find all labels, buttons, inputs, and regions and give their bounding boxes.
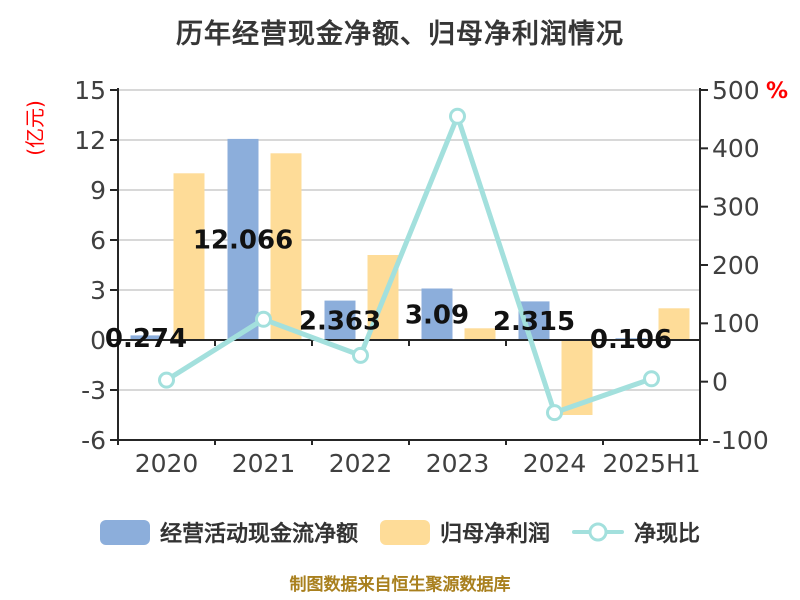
legend-line-marker-icon: [572, 519, 624, 545]
chart-canvas: 15 12 9 6 3 0 -3 -6 500 400 300 200 100 0 -100 2020 2021…: [23, 76, 788, 478]
left-tick-label: 9: [90, 176, 106, 205]
bar-cash-2020: [130, 335, 162, 340]
gridlines-group: [118, 89, 700, 441]
bar-value-label-2023: 3.09: [405, 300, 469, 330]
legend-line-dot: [588, 522, 608, 542]
footer-credit: 制图数据来自恒生聚源数据库: [289, 575, 511, 595]
legend-swatch-cash-icon: [99, 519, 150, 545]
legend-swatch-profit-icon: [379, 519, 430, 545]
ratio-point-2021: [255, 310, 272, 328]
right-tick-label: -100: [712, 426, 769, 455]
right-tick-label: 300: [712, 192, 760, 221]
left-tick-label: 6: [90, 226, 106, 255]
bar-profit-2023: [464, 328, 496, 340]
ratio-point-2023: [449, 107, 466, 125]
right-tick-label: 200: [712, 251, 760, 280]
bar-cash-2021: [227, 138, 259, 340]
right-tick-label: 400: [712, 134, 760, 163]
right-tick-label: 0: [712, 367, 728, 396]
x-category-label: 2021: [232, 449, 296, 478]
bars-group: [130, 138, 690, 415]
bar-profit-2025H1: [658, 308, 690, 340]
left-tick-label: 3: [90, 276, 106, 305]
right-axis-unit-label: %: [766, 79, 788, 104]
legend-item-profit: 归母净利润: [379, 516, 550, 548]
zero-axis-group: [117, 339, 701, 346]
ratio-point-2022: [352, 346, 369, 364]
bar-value-label-2024: 2.315: [493, 307, 575, 337]
left-tick-label: -3: [81, 376, 106, 405]
bar-cash-2023: [421, 288, 453, 340]
x-category-label: 2024: [523, 449, 587, 478]
left-tick-label: -6: [81, 426, 106, 455]
bar-cash-2022: [324, 300, 356, 340]
data-labels-group: 0.274 12.066 2.363 3.09 2.315 0.106: [105, 226, 672, 356]
axes-group: 15 12 9 6 3 0 -3 -6 500 400 300 200 100 0 -100 2020 2021…: [74, 76, 769, 478]
left-axis-unit-label: (亿元): [23, 100, 47, 156]
bar-profit-2021: [270, 153, 302, 340]
x-category-label: 2025H1: [602, 449, 700, 478]
x-category-label: 2023: [426, 449, 490, 478]
bar-value-label-2021: 12.066: [193, 226, 293, 256]
ratio-point-2024: [546, 404, 563, 422]
bar-value-label-2025H1: 0.106: [590, 325, 672, 355]
left-tick-label: 15: [74, 76, 106, 105]
legend-label-cash: 经营活动现金流净额: [159, 522, 358, 547]
bar-profit-2020: [173, 173, 205, 340]
bar-value-label-2022: 2.363: [299, 306, 381, 336]
ratio-point-2025H1: [643, 370, 660, 388]
right-tick-label: 100: [712, 309, 760, 338]
legend-item-cash: 经营活动现金流净额: [99, 516, 358, 548]
line-series-group: [158, 107, 660, 422]
bar-value-label-2020: 0.274: [105, 324, 187, 354]
legend-label-ratio: 净现比: [634, 522, 701, 547]
left-tick-label: 12: [74, 126, 106, 155]
x-category-label: 2022: [329, 449, 393, 478]
right-tick-label: 500: [712, 76, 760, 105]
x-category-label: 2020: [135, 449, 199, 478]
ratio-line: [164, 113, 654, 416]
legend-label-profit: 归母净利润: [439, 522, 550, 547]
ratio-point-2020: [158, 371, 175, 389]
chart-title: 历年经营现金净额、归母净利润情况: [176, 19, 624, 50]
left-tick-label: 0: [90, 326, 106, 355]
legend: 经营活动现金流净额 归母净利润 净现比: [0, 516, 800, 548]
legend-item-ratio: 净现比: [572, 516, 700, 548]
